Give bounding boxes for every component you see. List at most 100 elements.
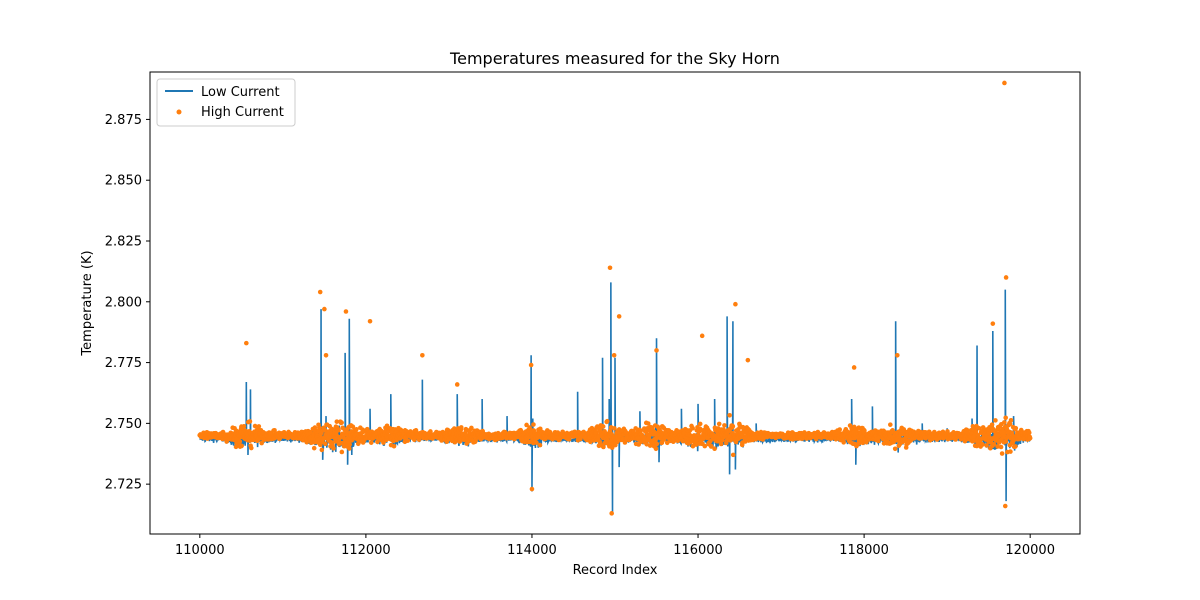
data-point — [976, 426, 982, 431]
data-point-outlier — [244, 340, 249, 346]
data-point — [993, 418, 998, 423]
data-point — [239, 443, 244, 449]
series-scatter-high-current — [197, 80, 1033, 516]
data-point — [368, 440, 374, 445]
data-point — [1027, 435, 1033, 441]
data-point — [1008, 449, 1013, 454]
data-point-outlier — [851, 365, 857, 370]
data-point — [890, 428, 895, 433]
data-point — [605, 438, 611, 443]
data-point — [708, 444, 714, 449]
legend-swatch-high-current — [176, 109, 182, 115]
data-point — [600, 424, 606, 429]
data-point — [469, 425, 474, 431]
y-axis: 2.725 2.750 2.775 2.800 2.825 2.850 2.875 — [105, 113, 150, 493]
data-point — [644, 442, 650, 447]
data-point — [995, 444, 1000, 449]
y-axis-label: Temperature (K) — [80, 250, 95, 356]
y-tick-label: 2.775 — [105, 356, 142, 371]
data-point — [534, 440, 539, 445]
data-point — [862, 428, 867, 434]
data-point — [1003, 415, 1008, 421]
data-point-outlier — [322, 306, 327, 312]
legend-label-low-current: Low Current — [201, 85, 280, 100]
data-point — [319, 430, 324, 435]
data-point — [999, 451, 1005, 456]
data-point — [524, 422, 529, 428]
y-tick-label: 2.825 — [105, 234, 142, 249]
data-point — [722, 423, 727, 428]
data-point — [323, 441, 328, 447]
data-point-outlier — [317, 289, 323, 295]
data-point — [1013, 444, 1018, 449]
data-point-outlier — [607, 265, 613, 271]
chart-title: Temperatures measured for the Sky Horn — [449, 49, 780, 68]
y-tick-label: 2.750 — [105, 417, 142, 432]
data-point-outlier — [733, 301, 738, 307]
data-point — [633, 426, 638, 431]
data-point — [241, 424, 247, 429]
data-point — [1013, 425, 1019, 431]
x-tick-label: 112000 — [341, 543, 391, 558]
data-point — [237, 439, 243, 444]
y-tick-label: 2.800 — [105, 295, 142, 310]
data-point — [712, 446, 717, 452]
data-point-outlier — [699, 333, 705, 339]
plot-frame — [149, 71, 1081, 535]
data-point — [875, 438, 881, 444]
legend-label-high-current: High Current — [201, 105, 284, 120]
data-point — [1008, 418, 1014, 423]
data-point-outlier — [343, 309, 349, 314]
data-point — [991, 442, 997, 447]
data-point — [980, 442, 985, 447]
data-point — [473, 437, 478, 443]
data-point — [718, 441, 724, 447]
y-tick-label: 2.850 — [105, 174, 142, 189]
data-point-outlier — [323, 352, 329, 358]
data-point — [730, 423, 736, 429]
data-point — [354, 426, 359, 432]
data-point — [331, 446, 336, 451]
data-point — [697, 421, 703, 427]
data-point — [336, 427, 341, 433]
data-point — [702, 443, 708, 449]
plot-area — [197, 80, 1033, 516]
data-point-outlier — [616, 314, 622, 319]
data-point — [892, 446, 898, 452]
data-point — [317, 425, 322, 431]
data-point — [604, 418, 610, 424]
data-point — [837, 427, 843, 432]
data-point — [375, 439, 380, 445]
data-point-outlier — [528, 362, 534, 368]
data-point — [311, 445, 317, 451]
data-point-outlier — [454, 382, 460, 387]
data-point-outlier — [1002, 503, 1008, 509]
data-point — [989, 422, 995, 427]
data-point-outlier — [420, 352, 425, 358]
data-point — [391, 443, 397, 449]
data-point — [247, 419, 253, 424]
data-point — [841, 440, 846, 445]
x-axis: 110000 112000 114000 116000 118000 120000 — [175, 534, 1055, 558]
data-point — [339, 420, 344, 425]
data-point — [716, 421, 722, 427]
data-point — [1026, 430, 1032, 436]
data-point — [727, 413, 732, 418]
x-axis-label: Record Index — [573, 563, 658, 578]
data-point — [888, 422, 893, 427]
data-point — [720, 438, 725, 443]
data-point-outlier — [1003, 275, 1009, 280]
data-point — [272, 427, 277, 433]
data-point — [690, 425, 695, 431]
data-point — [347, 442, 353, 447]
data-point — [609, 445, 615, 450]
data-point — [531, 422, 536, 427]
data-point — [654, 441, 660, 447]
data-point-outlier — [529, 486, 535, 492]
data-point — [334, 419, 340, 424]
data-point — [638, 428, 644, 433]
data-point-outlier — [895, 352, 900, 358]
data-point — [730, 452, 736, 458]
legend: Low Current High Current — [156, 78, 296, 127]
y-tick-label: 2.875 — [105, 113, 142, 128]
